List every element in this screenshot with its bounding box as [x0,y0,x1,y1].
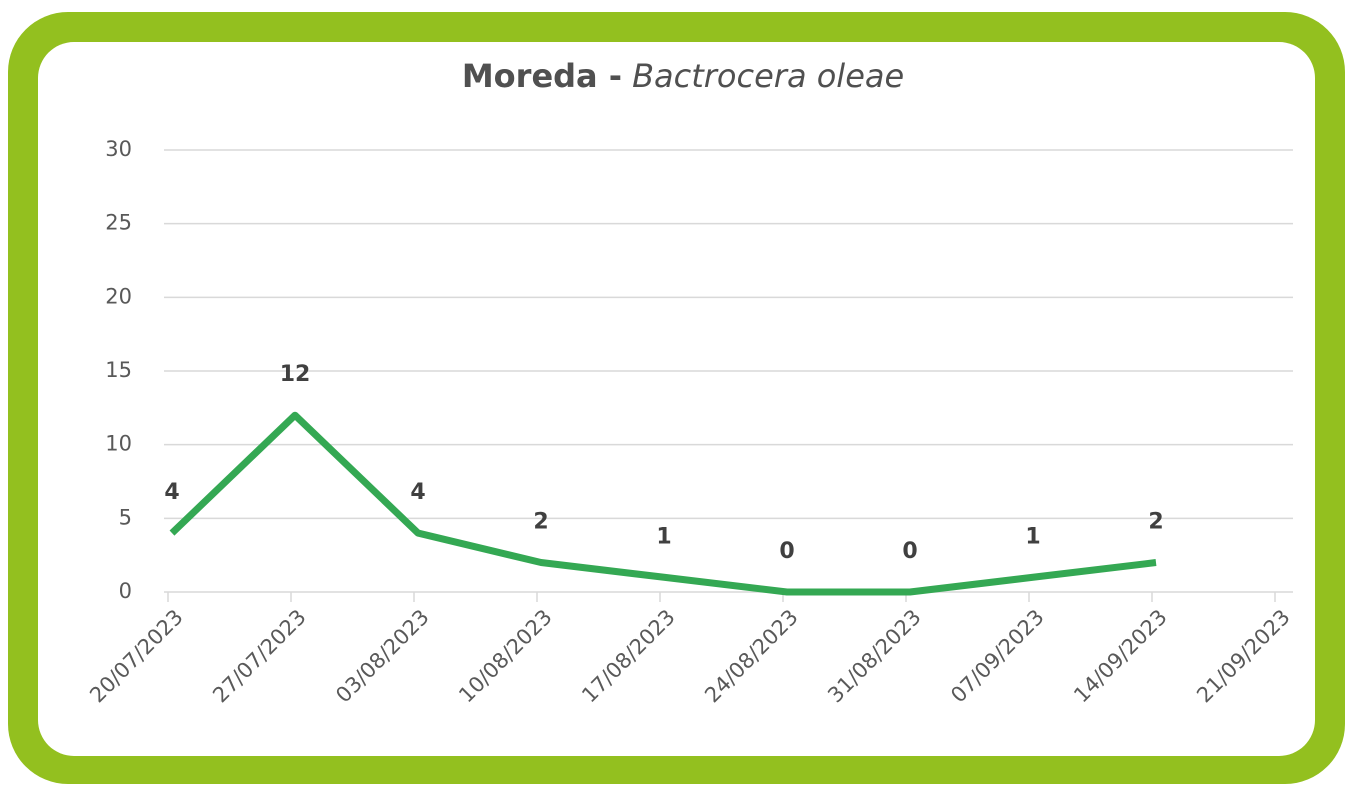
panel [38,42,1315,756]
title-site: Moreda - [462,57,622,95]
data-label: 1 [1025,524,1040,549]
data-label: 0 [902,539,917,564]
data-label: 12 [280,362,311,387]
data-label: 0 [779,539,794,564]
data-label: 4 [410,480,425,505]
line [169,411,1157,596]
data-label: 2 [1148,510,1163,535]
y-tick-label: 5 [119,505,132,529]
y-tick-label: 20 [105,284,132,308]
data-label: 4 [164,480,179,505]
y-tick-label: 15 [105,358,132,382]
y-tick-label: 10 [105,432,132,456]
title-species: Bactrocera oleae [632,57,904,95]
y-tick-label: 0 [119,579,132,603]
data-label: 2 [533,510,548,535]
data-label: 1 [656,524,671,549]
y-tick-label: 25 [105,211,132,235]
y-tick-label: 30 [105,137,132,161]
chart-title: Moreda - Bactrocera oleae [462,57,904,95]
